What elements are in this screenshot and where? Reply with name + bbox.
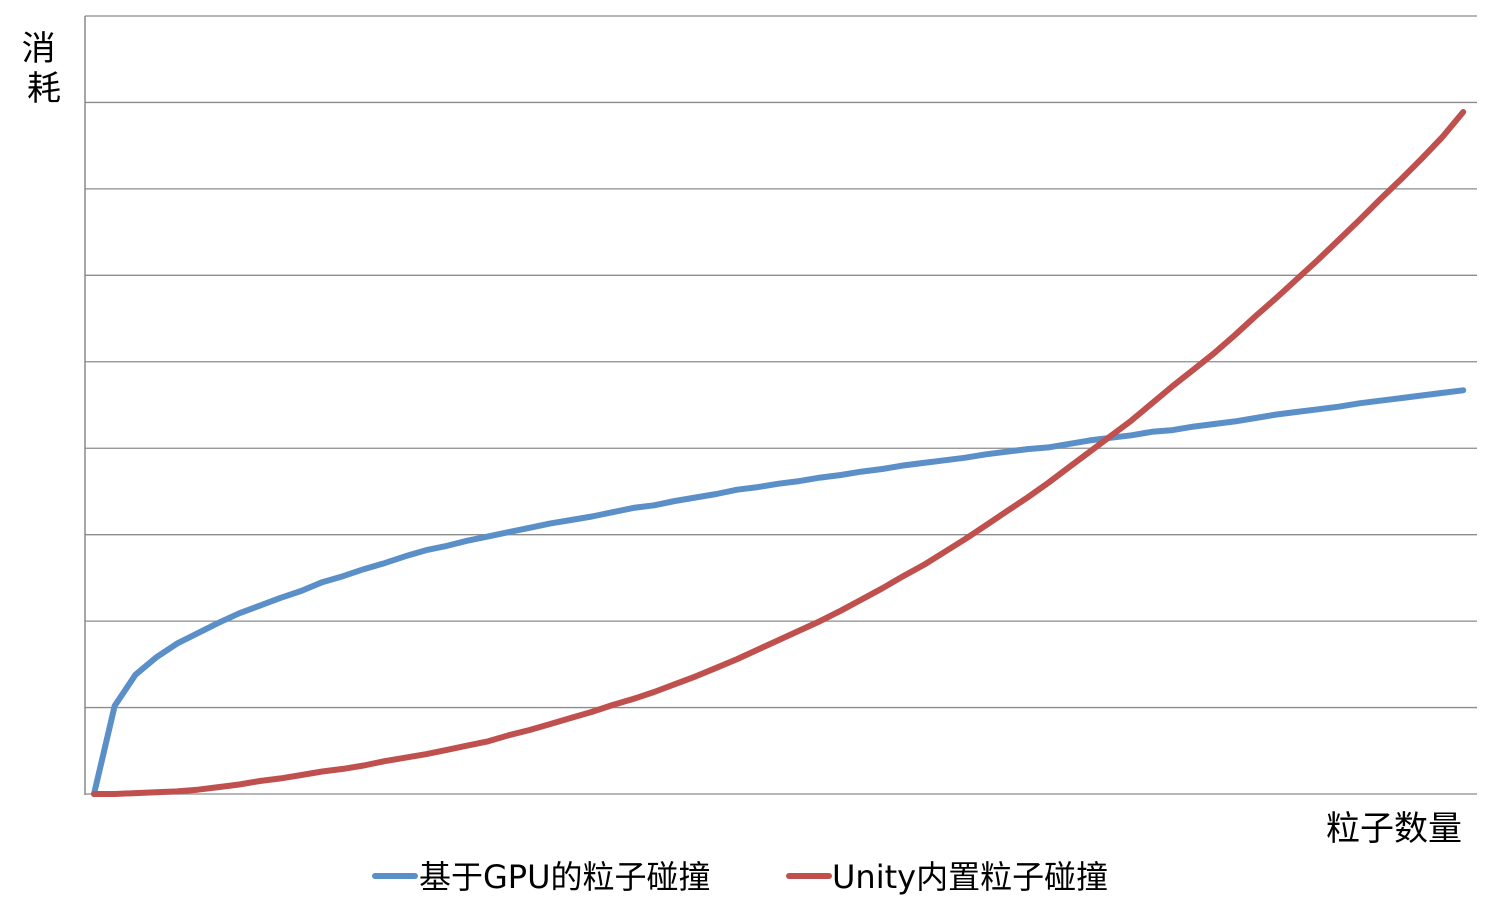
legend-entry-unity: Unity内置粒子碰撞: [786, 858, 1108, 896]
y-axis-label: 消 耗: [22, 29, 67, 109]
legend: 基于GPU的粒子碰撞 Unity内置粒子碰撞: [372, 858, 1108, 896]
series-lines: [91, 109, 1467, 797]
series-line-unity: [91, 109, 1467, 797]
gridlines: [85, 15, 1477, 795]
x-axis-label: 粒子数量: [1326, 809, 1462, 849]
series-line-gpu: [91, 387, 1467, 797]
legend-entry-gpu: 基于GPU的粒子碰撞: [372, 858, 711, 896]
legend-label-unity: Unity内置粒子碰撞: [832, 858, 1108, 896]
legend-label-gpu: 基于GPU的粒子碰撞: [419, 858, 711, 896]
y-axis-label-text: 消 耗: [22, 29, 67, 109]
